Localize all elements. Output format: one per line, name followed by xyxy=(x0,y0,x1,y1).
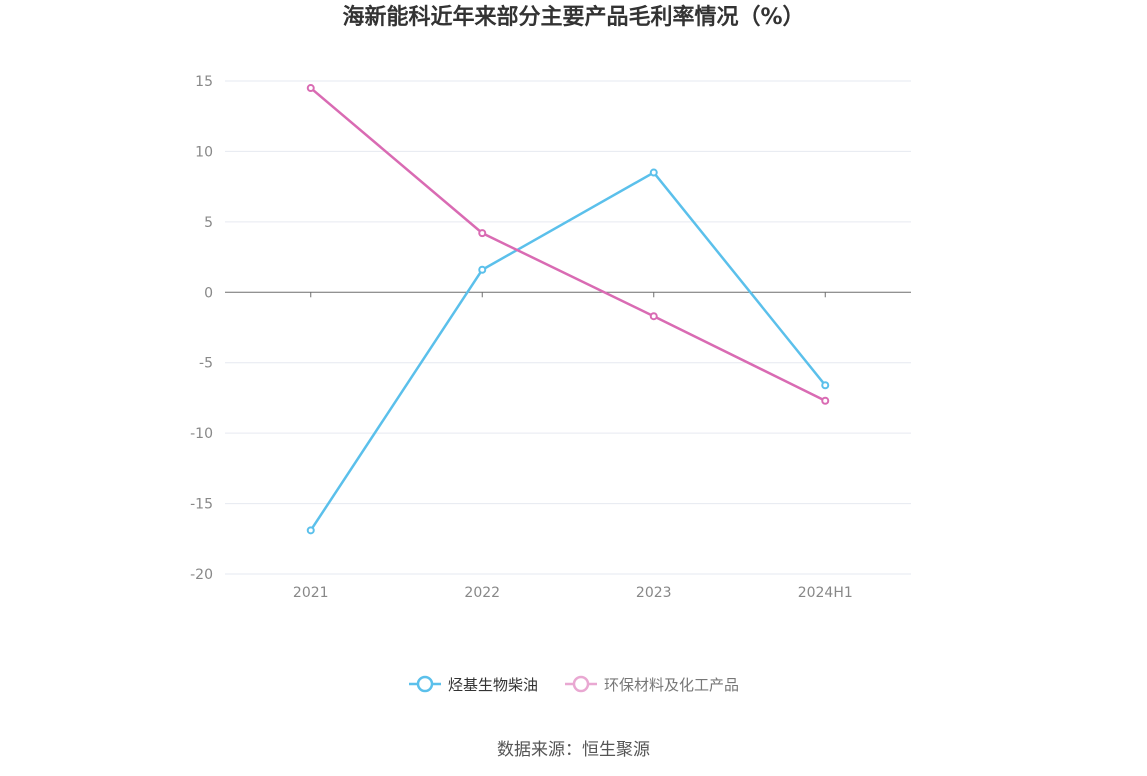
data-source-note: 数据来源：恒生聚源 xyxy=(497,740,650,760)
series-1-point xyxy=(478,265,487,274)
y-tick-label: -15 xyxy=(190,497,213,513)
series-2-point xyxy=(478,229,487,238)
series-2-point xyxy=(649,312,658,321)
x-tick-label: 2024H1 xyxy=(798,585,853,601)
chart-legend: 烃基生物柴油 环保材料及化工产品 xyxy=(0,672,1147,696)
legend-item-series-2[interactable]: 环保材料及化工产品 xyxy=(564,672,739,696)
y-tick-label: 10 xyxy=(195,144,213,160)
series-2-line xyxy=(309,87,826,402)
series-2-point xyxy=(306,84,315,93)
y-tick-label: 5 xyxy=(204,215,213,231)
x-tick-label: 2022 xyxy=(464,585,500,601)
y-tick-label: -5 xyxy=(199,356,213,372)
y-tick-label: -10 xyxy=(190,426,213,442)
y-tick-label: -20 xyxy=(190,567,213,583)
series-1-point xyxy=(306,526,315,535)
series-1-point xyxy=(821,381,830,390)
series-1-point xyxy=(649,168,658,177)
legend-label-series-2: 环保材料及化工产品 xyxy=(604,675,740,694)
legend-item-series-1[interactable]: 烃基生物柴油 xyxy=(408,672,538,696)
chart-title: 海新能科近年来部分主要产品毛利率情况（%） xyxy=(342,5,805,30)
legend-marker-series-2 xyxy=(565,675,597,693)
y-tick-label: 0 xyxy=(204,285,213,301)
x-tick-label: 2023 xyxy=(636,585,672,601)
legend-label-series-1: 烃基生物柴油 xyxy=(447,675,538,694)
x-tick-label: 2021 xyxy=(293,585,329,601)
series-1-line xyxy=(309,171,827,532)
y-tick-label: 15 xyxy=(195,74,213,90)
series-2-point xyxy=(821,396,830,405)
legend-marker-series-1 xyxy=(408,675,441,693)
